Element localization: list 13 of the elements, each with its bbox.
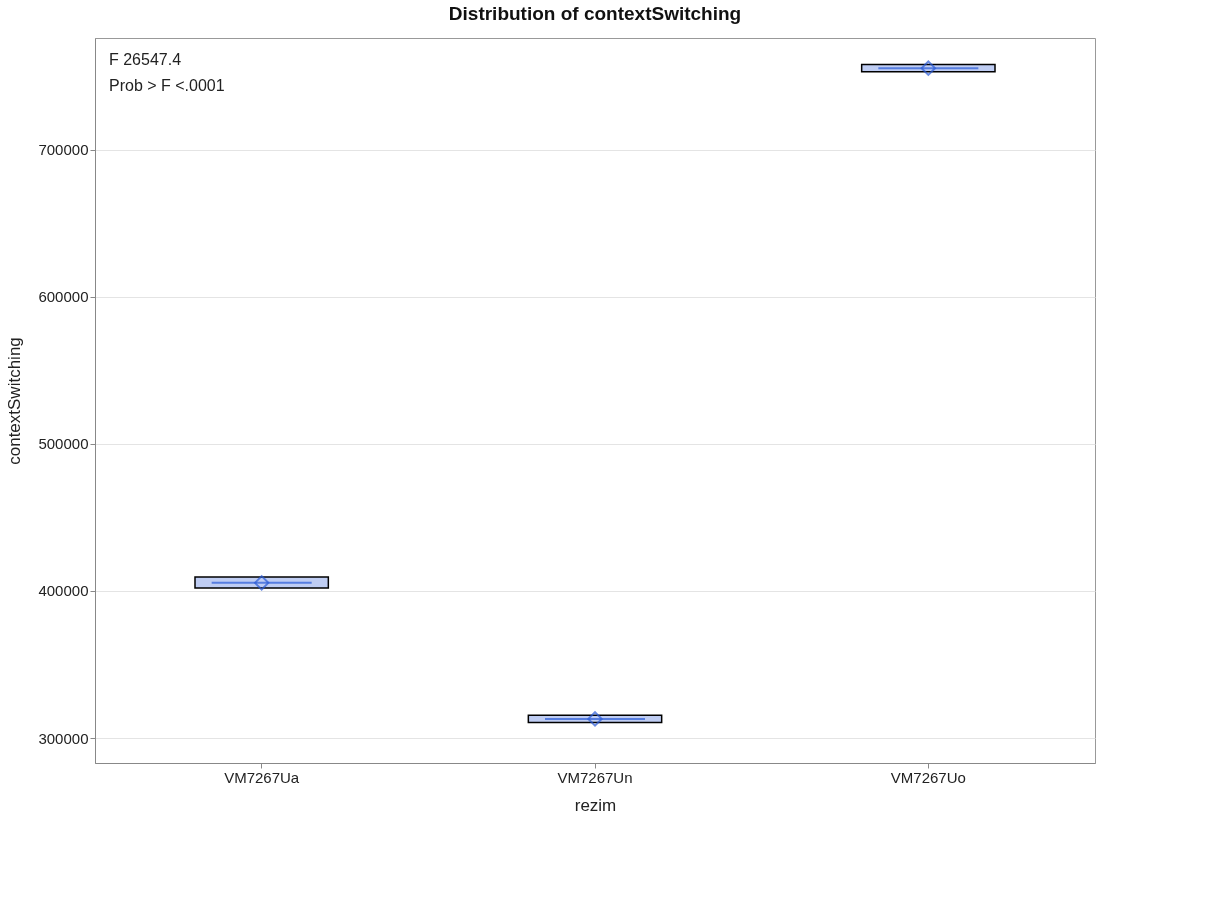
y-tick-label: 600000 bbox=[38, 288, 89, 306]
y-tick-label: 400000 bbox=[38, 582, 89, 600]
chart-title: Distribution of contextSwitching bbox=[448, 3, 742, 24]
y-axis-title: contextSwitching bbox=[5, 337, 25, 465]
y-tick-label: 500000 bbox=[38, 435, 89, 453]
annotation: F 26547.4 bbox=[109, 51, 182, 68]
x-tick-label: VM7267Ua bbox=[224, 768, 300, 786]
x-axis-title: rezim bbox=[574, 795, 617, 815]
y-tick-label: 700000 bbox=[38, 141, 89, 159]
x-tick-label: VM7267Uo bbox=[890, 768, 966, 786]
y-tick-label: 300000 bbox=[38, 729, 89, 747]
annotation: Prob > F <.0001 bbox=[109, 77, 225, 94]
x-tick-label: VM7267Un bbox=[557, 768, 633, 786]
